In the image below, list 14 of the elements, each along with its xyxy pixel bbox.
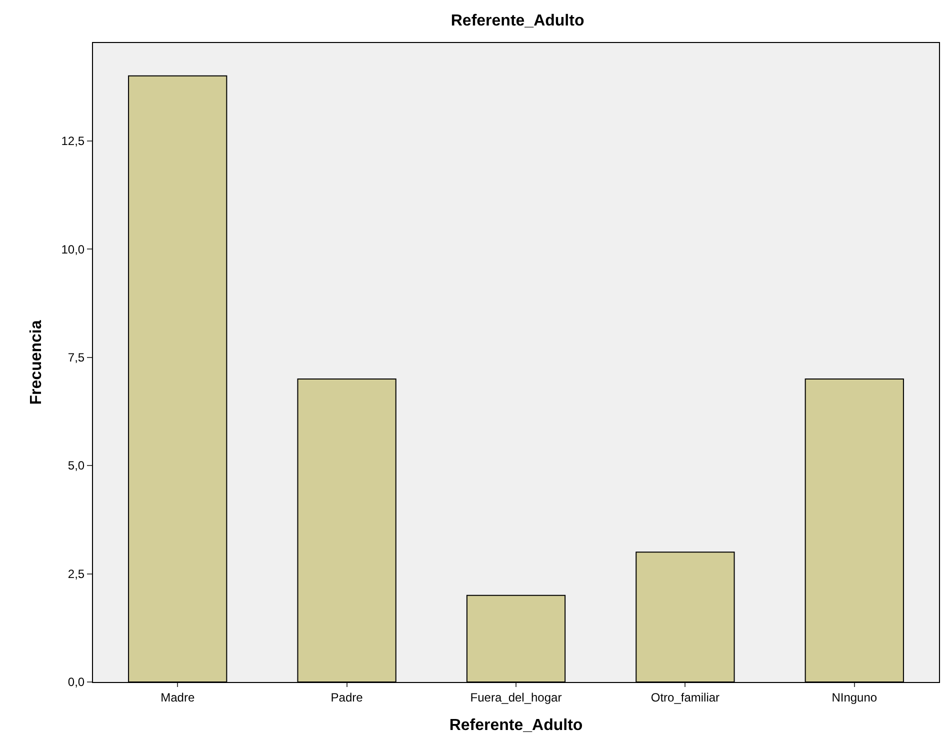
x-axis-title: Referente_Adulto [449,717,583,734]
y-tick-label: 10,0 [61,242,85,256]
x-tick-label: Fuera_del_hogar [470,690,562,704]
y-tick-label: 7,5 [68,350,85,364]
y-axis-title: Frecuencia [28,320,46,405]
y-tick-label: 12,5 [61,134,85,148]
x-tick-label: NInguno [832,690,878,704]
x-tick-label: Madre [160,690,195,704]
y-tick-label: 2,5 [68,566,85,581]
y-tick-label: 5,0 [68,458,85,473]
y-tick-label: 0,0 [68,675,85,690]
x-tick-label: Padre [330,690,364,704]
x-tick-label: Otro_familiar [650,690,720,704]
chart-title: Referente_Adulto [450,12,584,30]
